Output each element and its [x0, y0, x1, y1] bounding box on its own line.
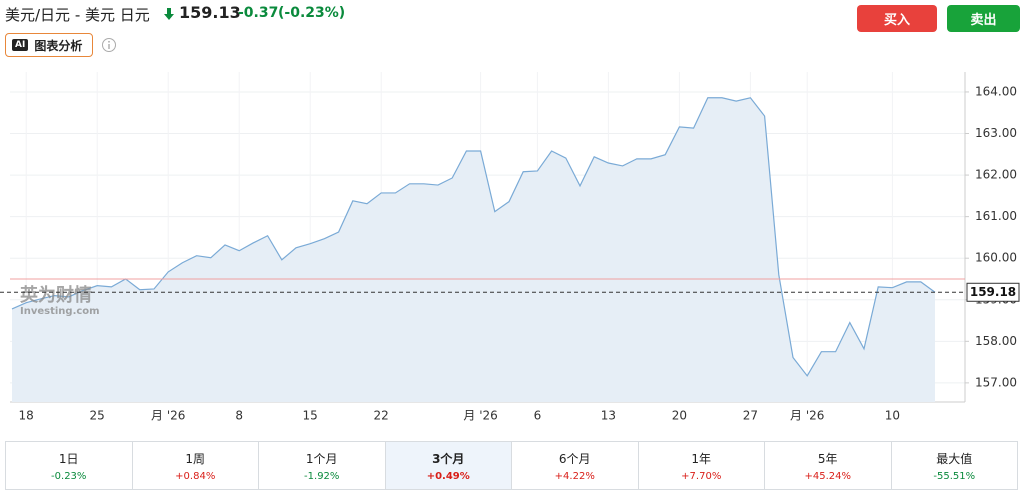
instrument-title: 美元/日元 - 美元 日元: [5, 6, 150, 24]
x-tick-label: 10: [885, 409, 900, 423]
period-change: -1.92%: [304, 470, 340, 482]
area-fill: [12, 97, 935, 403]
y-tick-label: 164.00: [975, 84, 1017, 98]
x-tick-label: 15: [303, 409, 318, 423]
info-icon[interactable]: [101, 37, 117, 53]
x-tick-label: 25: [90, 409, 105, 423]
y-tick-label: 162.00: [975, 168, 1017, 182]
x-tick-label: 月 '26: [463, 409, 497, 423]
last-price: 159.13: [179, 3, 241, 22]
x-tick-label: 13: [601, 409, 616, 423]
period-label: 3个月: [432, 451, 465, 466]
x-tick-label: 8: [235, 409, 243, 423]
period-change: +45.24%: [804, 470, 851, 482]
period-selector: 1日 -0.23% 1周 +0.84% 1个月 -1.92% 3个月 +0.49% 6个月 +4.…: [5, 441, 1018, 490]
y-tick-label: 158.00: [975, 334, 1017, 348]
period-change: -55.51%: [933, 470, 976, 482]
period-tab[interactable]: 5年 +45.24%: [765, 442, 892, 489]
period-tab[interactable]: 1个月 -1.92%: [259, 442, 386, 489]
y-tick-label: 160.00: [975, 251, 1017, 265]
period-tab[interactable]: 最大值 -55.51%: [892, 442, 1018, 489]
y-tick-label: 161.00: [975, 209, 1017, 223]
period-change: +7.70%: [681, 470, 722, 482]
y-tick-label: 163.00: [975, 126, 1017, 140]
last-price-label: 159.18: [970, 285, 1016, 299]
period-label: 1日: [58, 451, 79, 466]
period-label: 1个月: [305, 451, 338, 466]
watermark-sub: Investing.com: [20, 306, 100, 317]
period-tab[interactable]: 6个月 +4.22%: [512, 442, 639, 489]
period-tab[interactable]: 1周 +0.84%: [133, 442, 259, 489]
period-change: -0.23%: [51, 470, 87, 482]
ai-badge: AI: [12, 39, 29, 51]
period-change: +4.22%: [554, 470, 595, 482]
x-tick-label: 6: [534, 409, 542, 423]
period-label: 5年: [817, 451, 838, 466]
x-tick-label: 20: [672, 409, 687, 423]
price-line: [11, 97, 936, 377]
sell-button[interactable]: 卖出: [947, 5, 1020, 32]
buy-button[interactable]: 买入: [857, 5, 937, 32]
price-change: -0.37: [238, 5, 279, 21]
down-arrow-icon: [164, 8, 174, 20]
ai-label: 图表分析: [34, 38, 83, 53]
period-label: 1周: [185, 451, 206, 466]
x-tick-label: 月 '26: [790, 409, 824, 423]
price-change-percent: (-0.23%): [278, 5, 346, 21]
period-tab[interactable]: 1年 +7.70%: [639, 442, 765, 489]
period-label: 6个月: [558, 451, 591, 466]
period-change: +0.84%: [175, 470, 216, 482]
chart: 157.00158.00159.00160.00161.00162.00163.…: [0, 72, 1020, 423]
x-tick-label: 22: [374, 409, 389, 423]
ai-analysis-button[interactable]: AI 图表分析: [5, 33, 93, 57]
period-label: 最大值: [936, 451, 973, 466]
y-tick-label: 157.00: [975, 375, 1017, 389]
watermark: 英为财情: [19, 284, 92, 306]
period-change: +0.49%: [426, 470, 470, 482]
period-tab[interactable]: 1日 -0.23%: [6, 442, 133, 489]
last-price-box: [966, 282, 1020, 302]
x-tick-label: 18: [19, 409, 34, 423]
overlay: 159.18: [0, 278, 1020, 302]
period-label: 1年: [691, 451, 712, 466]
period-tab[interactable]: 3个月 +0.49%: [385, 442, 512, 489]
x-tick-label: 月 '26: [151, 409, 185, 423]
x-tick-label: 27: [743, 409, 758, 423]
plot: 157.00158.00159.00160.00161.00162.00163.…: [10, 72, 1017, 423]
